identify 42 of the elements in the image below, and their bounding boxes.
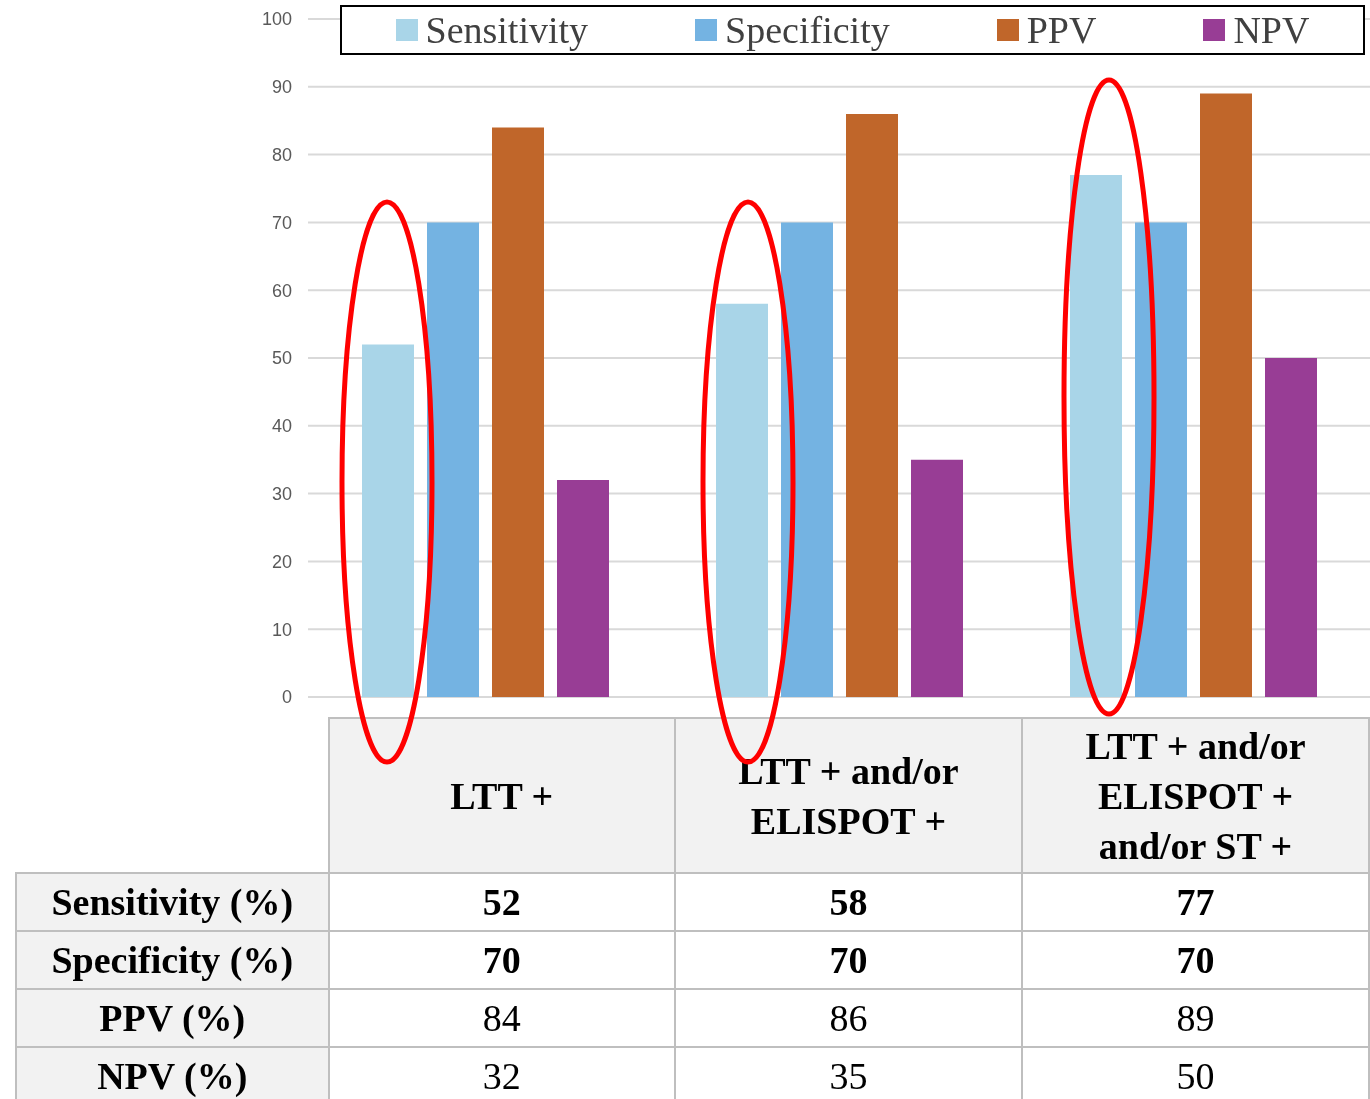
bar [846, 113, 898, 697]
text: Sensitivity (%) [16, 873, 329, 931]
y-tick-label: 30 [271, 483, 292, 504]
y-tick-label: 90 [271, 77, 292, 98]
data-label: 77 [1021, 873, 1369, 931]
bar [911, 459, 963, 697]
data-label: 52 [328, 873, 675, 931]
legend-label: Sensitivity [424, 8, 589, 52]
bar [557, 480, 609, 697]
data-label: 84 [328, 989, 675, 1047]
data-label: 58 [674, 873, 1022, 931]
bar [362, 344, 414, 697]
y-tick-label: 0 [281, 687, 292, 708]
y-tick-label: 80 [271, 144, 292, 165]
data-label: 35 [674, 1047, 1022, 1099]
bar [1265, 358, 1317, 697]
y-tick-label: 50 [271, 348, 292, 369]
y-tick-label: 70 [271, 212, 292, 233]
text: Specificity (%) [16, 931, 329, 989]
x-tick-label: LTT + [328, 718, 675, 873]
bar [716, 303, 768, 697]
y-tick-label: 60 [271, 280, 292, 301]
legend-label: Specificity [724, 8, 890, 52]
data-label: 50 [1021, 1047, 1369, 1099]
legend-label: NPV [1232, 8, 1310, 52]
y-tick-label: 20 [271, 551, 292, 572]
y-tick-label: 100 [261, 9, 292, 30]
text: PPV (%) [16, 989, 329, 1047]
data-label: 70 [1021, 931, 1369, 989]
data-label: 32 [328, 1047, 675, 1099]
y-tick-label: 40 [271, 416, 292, 437]
legend-label: PPV [1025, 8, 1097, 52]
x-tick-label: LTT + and/or ELISPOT + and/or ST + [1021, 718, 1369, 873]
x-tick-label: LTT + and/or ELISPOT + [674, 718, 1022, 873]
data-label: 70 [328, 931, 675, 989]
bar [1200, 93, 1252, 697]
bar [492, 127, 544, 697]
data-label: 70 [674, 931, 1022, 989]
y-tick-label: 10 [271, 619, 292, 640]
data-label: 86 [674, 989, 1022, 1047]
data-label: 89 [1021, 989, 1369, 1047]
text: NPV (%) [16, 1047, 329, 1099]
